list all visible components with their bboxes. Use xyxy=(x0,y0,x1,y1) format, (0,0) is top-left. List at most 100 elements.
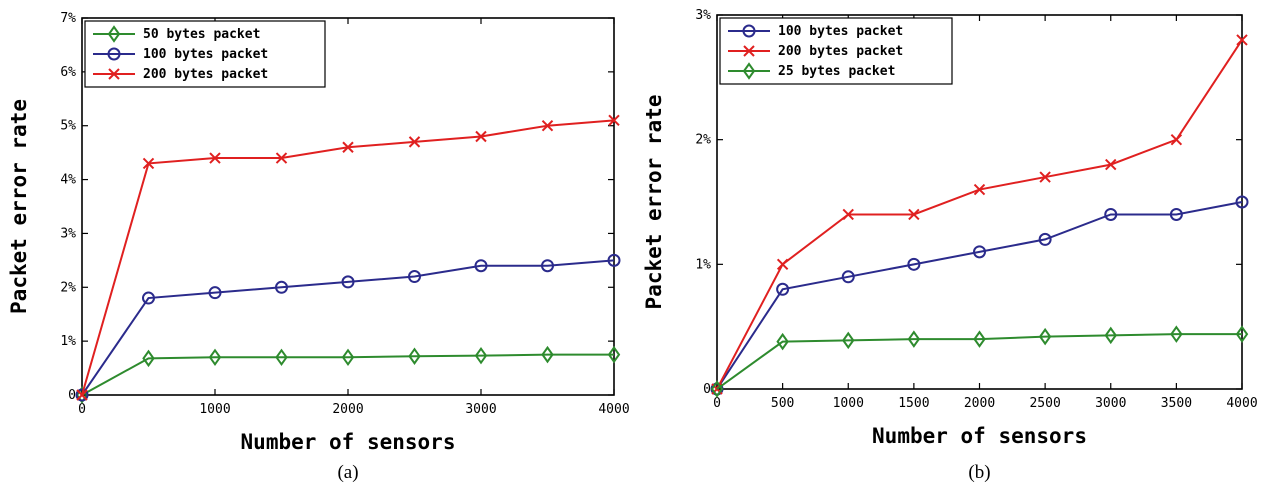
data-point xyxy=(841,270,855,284)
data-point xyxy=(541,259,554,273)
data-point xyxy=(1235,195,1249,209)
data-point xyxy=(776,258,789,271)
y-tick-label: 3% xyxy=(60,226,76,241)
figure-caption: (b) xyxy=(968,462,990,483)
y-tick-label: 0 xyxy=(68,388,76,403)
series-25-bytes-packet xyxy=(710,325,1249,398)
series-100-bytes-packet xyxy=(710,195,1249,396)
data-point xyxy=(142,291,155,305)
figure-caption: (a) xyxy=(337,462,358,483)
x-tick-label: 3000 xyxy=(465,402,496,417)
data-point xyxy=(408,270,421,284)
chart-panel-b: 0 1% 2% 3% 0 500 1000 1500 2000 2500 3000 3500 4000 N… xyxy=(642,8,1258,483)
data-point xyxy=(474,259,488,273)
legend-marker xyxy=(742,24,756,38)
legend-marker xyxy=(742,62,756,80)
data-point xyxy=(1104,326,1117,345)
series-line xyxy=(716,333,1242,390)
data-point xyxy=(475,130,487,143)
series-line xyxy=(81,353,614,396)
legend-label: 100 bytes packet xyxy=(143,47,268,62)
x-tick-label: 500 xyxy=(771,396,794,411)
data-point xyxy=(710,380,724,398)
legend-label: 200 bytes packet xyxy=(778,44,903,59)
data-point xyxy=(541,345,554,364)
x-tick-label: 2000 xyxy=(332,402,363,417)
y-tick-label: 4% xyxy=(60,173,76,188)
chart-panel-a: 0 1% 2% 3% 4% 5% 6% 7% 0 1000 2000 3000 4000 Number o… xyxy=(7,11,630,483)
data-point xyxy=(907,330,921,348)
legend-marker xyxy=(108,68,120,80)
data-point xyxy=(842,208,854,221)
data-point xyxy=(776,332,789,351)
series-50-bytes-packet xyxy=(75,345,621,404)
data-point xyxy=(776,282,790,296)
y-tick-label: 5% xyxy=(60,119,76,134)
x-tick-label: 2000 xyxy=(964,396,995,411)
data-point xyxy=(408,136,421,148)
data-point xyxy=(1105,158,1117,171)
data-point xyxy=(1169,207,1183,221)
data-point xyxy=(75,388,89,402)
y-tick-label: 2% xyxy=(60,280,76,295)
data-point xyxy=(408,347,421,365)
data-point xyxy=(342,141,354,153)
data-point xyxy=(142,157,155,170)
x-tick-label: 4000 xyxy=(1226,396,1257,411)
data-point xyxy=(275,348,288,367)
y-tick-label: 6% xyxy=(60,65,76,80)
data-point xyxy=(341,275,355,289)
y-axis-title: Packet error rate xyxy=(7,99,31,314)
data-point xyxy=(1038,327,1052,346)
legend-label: 50 bytes packet xyxy=(143,27,260,42)
data-point xyxy=(1104,207,1118,221)
data-point xyxy=(608,114,620,127)
data-point xyxy=(1039,171,1051,183)
legend-marker xyxy=(107,47,121,61)
y-tick-label: 2% xyxy=(695,133,711,148)
legend: 100 bytes packet 200 bytes packet 25 bytes… xyxy=(719,17,953,85)
x-tick-label: 3500 xyxy=(1161,396,1192,411)
y-tick-label: 1% xyxy=(60,334,76,349)
x-axis-title: Number of sensors xyxy=(241,430,456,454)
data-point xyxy=(341,348,355,367)
data-point xyxy=(209,152,221,164)
data-point xyxy=(1236,34,1248,46)
data-point xyxy=(842,331,855,350)
legend-marker xyxy=(743,45,755,57)
x-axis-title: Number of sensors xyxy=(872,424,1087,448)
data-point xyxy=(142,349,155,368)
series-200-bytes-packet xyxy=(711,34,1248,395)
y-tick-label: 3% xyxy=(695,8,711,23)
x-tick-label: 1000 xyxy=(833,396,864,411)
data-point xyxy=(1170,133,1183,146)
x-tick-label: 0 xyxy=(78,402,86,417)
data-point xyxy=(208,286,222,300)
legend-label: 100 bytes packet xyxy=(778,24,903,39)
legend-label: 200 bytes packet xyxy=(143,67,268,82)
data-point xyxy=(275,152,288,164)
data-point xyxy=(275,280,288,294)
series-line xyxy=(81,259,615,396)
x-tick-label: 2500 xyxy=(1029,396,1060,411)
series-200-bytes-packet xyxy=(76,114,620,401)
data-point xyxy=(973,183,986,196)
y-tick-label: 7% xyxy=(60,11,76,26)
x-tick-label: 1500 xyxy=(898,396,929,411)
series-line xyxy=(716,201,1243,390)
x-tick-label: 0 xyxy=(713,396,721,411)
y-axis-title: Packet error rate xyxy=(642,95,666,310)
data-point xyxy=(607,253,621,267)
data-point xyxy=(907,257,921,271)
data-point xyxy=(973,330,986,348)
data-point xyxy=(908,208,920,221)
legend-label: 25 bytes packet xyxy=(778,64,895,79)
x-tick-label: 4000 xyxy=(598,402,629,417)
y-tick-label: 1% xyxy=(695,257,711,272)
data-point xyxy=(76,389,88,401)
data-point xyxy=(1038,232,1052,246)
data-point xyxy=(973,245,986,259)
data-point xyxy=(1170,325,1183,343)
y-tick-label: 0 xyxy=(703,382,711,397)
